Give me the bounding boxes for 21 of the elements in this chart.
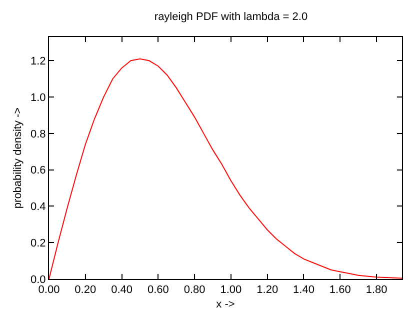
y-tick-label: 0.8 <box>30 128 46 140</box>
x-tick-label: 1.40 <box>293 284 314 296</box>
x-tick-label: 1.60 <box>329 284 351 296</box>
y-tick-label: 0.6 <box>30 164 46 177</box>
x-axis-title: x -> <box>216 298 235 310</box>
chart-title: rayleigh PDF with lambda = 2.0 <box>154 10 308 23</box>
y-tick-label: 0.0 <box>30 274 46 286</box>
x-tick-label: 0.40 <box>111 284 132 296</box>
x-tick-label: 1.00 <box>220 284 242 296</box>
x-tick-label: 0.20 <box>74 284 96 296</box>
y-axis-title: probability density -> <box>12 107 24 209</box>
y-tick-label: 1.2 <box>30 56 46 68</box>
x-tick-label: 1.80 <box>366 284 388 296</box>
y-tick-label: 0.4 <box>30 201 46 214</box>
y-tick-label: 1.0 <box>30 92 46 104</box>
x-tick-label: 0.60 <box>147 284 169 296</box>
line-series <box>49 58 402 279</box>
x-tick-label: 1.20 <box>256 284 278 296</box>
y-tick-label: 0.2 <box>30 237 46 250</box>
x-tick-label: 0.80 <box>184 284 206 296</box>
x-tick-label: 0.00 <box>38 284 60 296</box>
